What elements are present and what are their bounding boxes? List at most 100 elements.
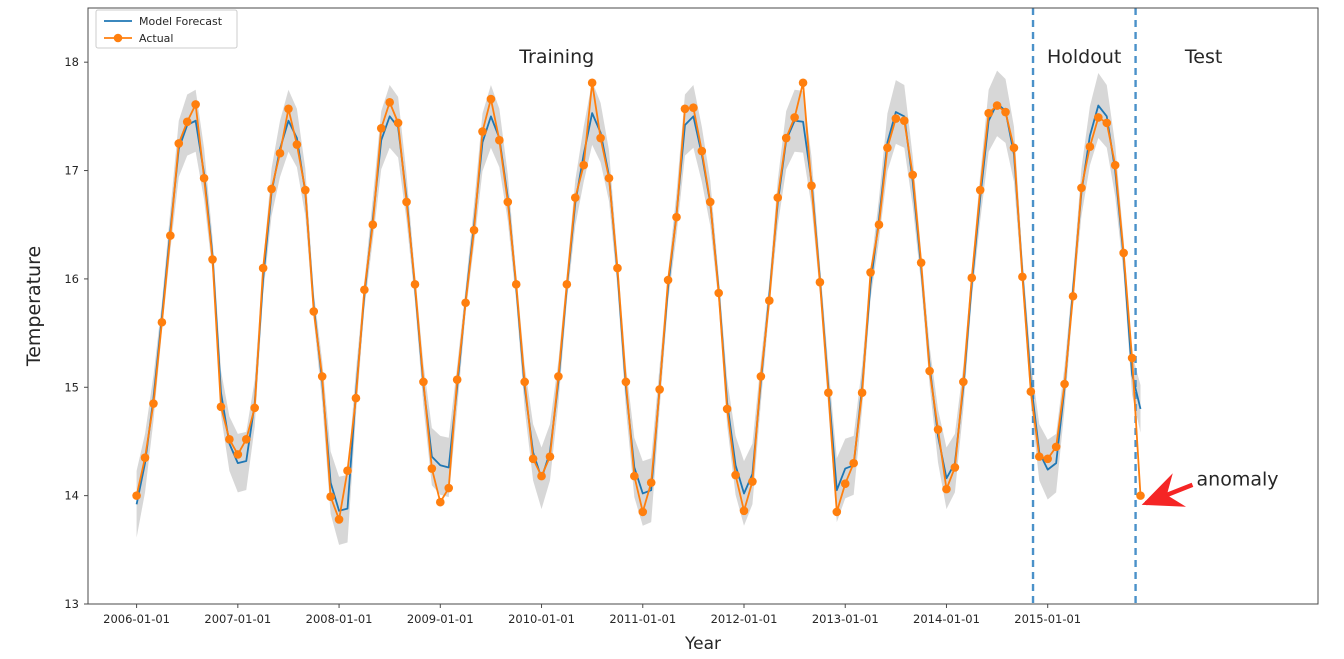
actual-marker — [393, 118, 403, 128]
actual-marker — [722, 404, 732, 414]
actual-marker — [1068, 291, 1078, 301]
actual-marker — [545, 452, 555, 461]
actual-marker — [933, 425, 943, 434]
actual-marker — [1119, 248, 1128, 258]
actual-marker — [309, 307, 319, 316]
actual-marker — [149, 399, 158, 408]
actual-marker — [368, 220, 378, 230]
actual-marker — [731, 470, 740, 480]
actual-marker — [427, 464, 437, 473]
x-axis-tick-label: 2015-01-01 — [1014, 612, 1081, 626]
actual-marker — [1001, 107, 1010, 117]
actual-marker — [343, 466, 352, 476]
actual-marker — [199, 173, 209, 183]
actual-marker — [174, 139, 184, 148]
actual-marker — [511, 280, 521, 289]
actual-line — [135, 81, 1142, 521]
actual-marker — [275, 148, 285, 158]
test-region-label: Test — [1184, 46, 1222, 68]
actual-marker — [916, 258, 926, 267]
actual-marker — [689, 103, 698, 112]
x-axis-tick-label: 2011-01-01 — [609, 612, 676, 626]
y-axis-tick-label: 17 — [64, 164, 79, 178]
actual-marker — [756, 372, 766, 381]
actual-marker — [857, 388, 867, 397]
actual-marker — [461, 298, 470, 308]
actual-marker — [596, 133, 605, 143]
actual-marker — [191, 100, 200, 109]
actual-marker — [486, 94, 496, 104]
actual-marker — [233, 450, 243, 459]
y-axis-title: Temperature — [23, 246, 45, 367]
actual-marker — [410, 280, 420, 289]
actual-marker — [503, 197, 513, 207]
actual-marker — [435, 497, 445, 507]
x-axis-tick-label: 2006-01-01 — [103, 612, 170, 626]
actual-marker — [452, 375, 462, 384]
y-axis-tick-label: 15 — [64, 380, 79, 394]
actual-marker — [1085, 142, 1095, 152]
plot-border — [87, 7, 1319, 605]
actual-marker — [351, 393, 361, 403]
anomaly-arrow — [1141, 473, 1194, 507]
actual-marker — [360, 285, 369, 295]
actual-marker — [1077, 183, 1086, 193]
actual-marker — [1060, 379, 1069, 389]
actual-marker — [444, 483, 454, 493]
actual-marker — [554, 372, 563, 381]
actual-marker — [832, 507, 842, 517]
actual-marker — [587, 78, 597, 88]
actual-marker — [1102, 118, 1112, 128]
actual-marker — [798, 78, 808, 88]
actual-marker — [992, 101, 1002, 110]
actual-marker — [849, 458, 858, 468]
actual-marker — [773, 193, 783, 202]
actual-marker — [613, 263, 622, 273]
actual-marker — [1051, 442, 1061, 452]
actual-marker — [950, 463, 960, 472]
actual-marker — [975, 185, 985, 195]
legend: Model Forecast Actual — [95, 9, 238, 49]
actual-marker — [1034, 452, 1044, 461]
actual-marker — [925, 366, 934, 376]
actual-marker — [385, 97, 394, 107]
x-axis-tick-label: 2008-01-01 — [306, 612, 373, 626]
actual-marker — [1009, 143, 1019, 153]
anomaly-label: anomaly — [1197, 468, 1279, 490]
training-region-label: Training — [518, 46, 594, 68]
actual-marker — [942, 484, 951, 494]
actual-marker — [874, 220, 884, 230]
actual-marker — [1043, 454, 1053, 464]
actual-marker — [562, 280, 572, 289]
actual-marker — [376, 123, 386, 133]
actual-marker — [908, 170, 918, 180]
actual-marker — [967, 273, 977, 283]
actual-marker — [258, 263, 268, 273]
actual-marker — [402, 197, 411, 207]
actual-marker — [478, 127, 487, 136]
actual-marker — [166, 231, 175, 240]
actual-marker — [680, 104, 690, 114]
y-axis-tick-label: 14 — [64, 489, 79, 503]
actual-marker — [790, 113, 799, 122]
actual-marker — [317, 372, 327, 381]
actual-marker — [840, 479, 850, 489]
actual-marker — [225, 434, 234, 444]
holdout-region-label: Holdout — [1047, 46, 1121, 68]
actual-marker — [714, 288, 723, 298]
actual-markers — [132, 78, 1145, 524]
y-axis-tick-label: 13 — [64, 597, 79, 611]
x-axis-tick-label: 2014-01-01 — [913, 612, 980, 626]
actual-marker — [748, 477, 757, 486]
actual-marker — [959, 377, 968, 387]
actual-marker — [1026, 387, 1036, 396]
y-axis-tick-label: 18 — [64, 55, 79, 69]
actual-marker — [866, 268, 875, 277]
confidence-band — [136, 70, 1141, 545]
actual-marker — [1127, 353, 1137, 363]
actual-marker — [537, 471, 546, 481]
actual-marker — [157, 317, 167, 327]
actual-marker — [132, 491, 141, 500]
actual-marker — [984, 108, 993, 118]
actual-marker — [495, 135, 504, 145]
